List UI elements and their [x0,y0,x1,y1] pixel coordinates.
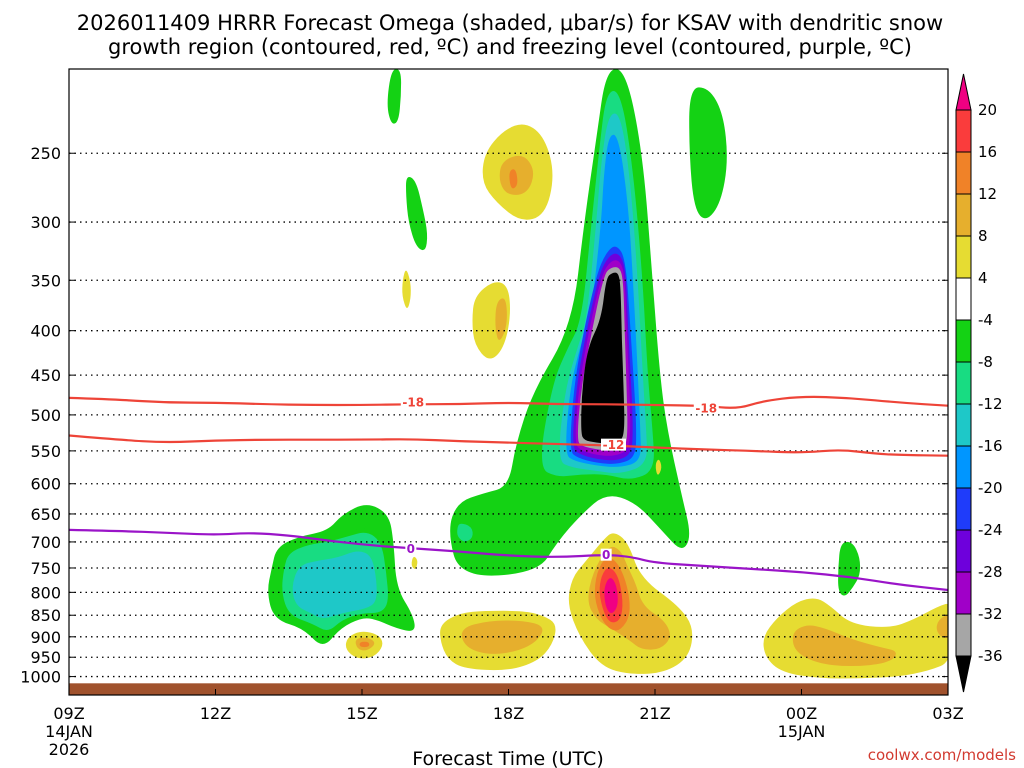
y-tick-label-550: 550 [30,442,61,461]
y-tick-label-450: 450 [30,366,61,385]
colorbar-label--16: -16 [978,437,1003,455]
colorbar-segment-11 [955,193,972,237]
colorbar-segment-5 [955,445,972,489]
y-tick-label-700: 700 [30,533,61,552]
y-tick-label-600: 600 [30,475,61,494]
colorbar-segment-13 [955,109,972,153]
contour-label-0: 0 [407,542,415,556]
contour-lines: -18 -18 -12 0 0 [69,395,948,592]
x-tick-label-00Z: 00Z [786,704,817,723]
colorbar-label-12: 12 [978,185,997,203]
colorbar-segment-3 [955,529,972,573]
contour-label--12: -12 [603,438,625,452]
y-tick-label-950: 950 [30,648,61,667]
y-tick-label-250: 250 [30,144,61,163]
contour-line--18 [69,395,948,409]
colorbar-label--24: -24 [978,521,1003,539]
colorbar: -36 -32 -28 -24 -20 -16 -12 -8 -4 4 8 12 16 20 [955,73,1003,693]
contour-line--12 [69,434,948,457]
y-tick-label-1000: 1000 [20,668,61,687]
x-tick-label-18Z: 18Z [493,704,524,723]
x-tick-label-09Z: 09Z [53,704,84,723]
y-tick-label-300: 300 [30,213,61,232]
x-tick-label-03Z: 03Z [932,704,963,723]
y-tick-label-850: 850 [30,606,61,625]
colorbar-label--4: -4 [978,311,993,329]
colorbar-label--32: -32 [978,605,1003,623]
chart-title-line2: growth region (contoured, red, ºC) and f… [108,35,912,59]
colorbar-segment-2 [955,571,972,615]
omega-region-39 [936,615,948,639]
contour-label-bg [400,395,426,408]
contour-label-bg [600,548,612,561]
gridlines [69,152,948,678]
colorbar-segment-10 [955,235,972,279]
colorbar-segment-1 [955,613,972,657]
contour-label--18: -18 [402,395,424,409]
x-tick-date-14JAN: 14JAN [45,722,93,741]
colorbar-segment-9 [955,277,972,321]
y-tick-label-800: 800 [30,583,61,602]
omega-region-33 [461,620,543,654]
y-axis-ticks: 250 300 350 400 450 500 550 600 650 700 750 800 850 9… [20,144,948,687]
colorbar-label--28: -28 [978,563,1003,581]
omega-region-8 [581,272,625,444]
y-tick-label-650: 650 [30,505,61,524]
y-tick-label-750: 750 [30,559,61,578]
colorbar-label--12: -12 [978,395,1003,413]
x-tick-year-2026: 2026 [49,740,90,759]
omega-shading [268,69,948,679]
colorbar-segment-14 [955,73,972,111]
colorbar-segment-4 [955,487,972,531]
colorbar-label-4: 4 [978,269,988,287]
colorbar-segment-12 [955,151,972,195]
colorbar-segment-7 [955,361,972,405]
colorbar-label-16: 16 [978,143,997,161]
colorbar-label-8: 8 [978,227,988,245]
contour-label-bg [600,438,626,451]
omega-region-38 [792,625,896,667]
omega-region-40 [655,459,662,475]
omega-region-24 [495,298,507,340]
omega-region-25 [402,270,411,308]
colorbar-segment-8 [955,319,972,363]
omega-region-31 [604,578,618,613]
contour-label--18: -18 [695,402,717,416]
x-tick-label-21Z: 21Z [639,704,670,723]
contour-label-bg [693,402,719,415]
omega-region-26 [411,556,418,569]
omega-region-22 [509,169,518,189]
x-tick-label-12Z: 12Z [200,704,231,723]
y-tick-label-400: 400 [30,322,61,341]
colorbar-label--36: -36 [978,647,1003,665]
omega-region-16 [406,177,428,251]
omega-region-36 [359,641,370,648]
x-tick-label-15Z: 15Z [346,704,377,723]
omega-region-14 [457,523,473,542]
contour-line-0 [69,528,948,592]
contour-label-bg [405,542,417,555]
y-tick-label-500: 500 [30,406,61,425]
colorbar-label-20: 20 [978,101,997,119]
omega-region-15 [387,69,402,124]
contour-label-0: 0 [602,548,610,562]
colorbar-segment-6 [955,403,972,447]
chart-title-line1: 2026011409 HRRR Forecast Omega (shaded, … [77,11,943,35]
x-tick-date-15JAN: 15JAN [778,722,826,741]
x-axis-title: Forecast Time (UTC) [412,748,603,768]
y-tick-label-350: 350 [30,271,61,290]
omega-region-12 [351,512,369,531]
colorbar-label--8: -8 [978,353,993,371]
omega-region-18 [838,541,861,596]
y-tick-label-900: 900 [30,628,61,647]
colorbar-label--20: -20 [978,479,1003,497]
credit-text: coolwx.com/models [868,746,1016,764]
